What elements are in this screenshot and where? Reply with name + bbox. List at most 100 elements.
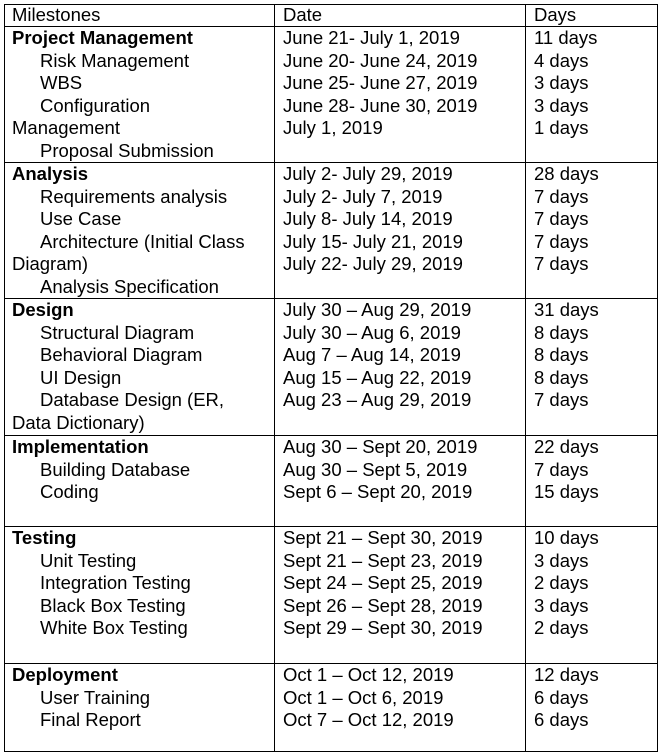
row-divider bbox=[4, 435, 658, 436]
days-cell: 11 days 4 days 3 days 3 days 1 days bbox=[534, 27, 652, 140]
milestone-text: Configuration bbox=[40, 94, 151, 116]
days-text: 7 days bbox=[534, 458, 589, 480]
date-text: Sept 26 – Sept 28, 2019 bbox=[283, 594, 483, 616]
days-text: 15 days bbox=[534, 481, 599, 503]
header-milestones: Milestones bbox=[12, 4, 101, 25]
milestone-text: Final Report bbox=[40, 709, 141, 731]
milestone-cell: Analysis Requirements analysis Use Case Arc… bbox=[12, 163, 274, 299]
days-text: 7 days bbox=[534, 389, 589, 411]
days-cell: 28 days 7 days 7 days 7 days 7 days bbox=[534, 163, 652, 276]
header-days: Days bbox=[534, 4, 577, 25]
date-cell: Aug 30 – Sept 20, 2019 Aug 30 – Sept 5, 2… bbox=[283, 436, 525, 504]
date-text: Sept 6 – Sept 20, 2019 bbox=[283, 481, 473, 503]
days-text: 1 days bbox=[534, 117, 589, 139]
date-cell: June 21- July 1, 2019 June 20- June 24, 2… bbox=[283, 27, 525, 140]
section-title: Implementation bbox=[12, 436, 149, 457]
milestone-text: Analysis Specification bbox=[40, 275, 219, 297]
days-text: 7 days bbox=[534, 230, 589, 252]
date-text: June 28- June 30, 2019 bbox=[283, 94, 478, 116]
days-text: 3 days bbox=[534, 72, 589, 94]
date-cell: Oct 1 – Oct 12, 2019 Oct 1 – Oct 6, 2019 O… bbox=[283, 664, 525, 732]
date-text: Aug 23 – Aug 29, 2019 bbox=[283, 389, 472, 411]
days-text: 2 days bbox=[534, 617, 589, 639]
milestone-text: White Box Testing bbox=[40, 617, 188, 639]
milestone-text: Integration Testing bbox=[40, 572, 191, 594]
days-text: 3 days bbox=[534, 94, 589, 116]
date-text: Sept 29 – Sept 30, 2019 bbox=[283, 617, 483, 639]
section-title: Project Management bbox=[12, 27, 193, 48]
date-text: July 2- July 29, 2019 bbox=[283, 163, 453, 184]
milestone-text: Coding bbox=[40, 481, 99, 503]
days-text: 3 days bbox=[534, 594, 589, 616]
milestone-text: WBS bbox=[40, 72, 83, 94]
table-border-right bbox=[657, 4, 658, 752]
date-text: July 30 – Aug 6, 2019 bbox=[283, 321, 461, 343]
days-text: 7 days bbox=[534, 185, 589, 207]
date-text: July 22- July 29, 2019 bbox=[283, 253, 463, 275]
days-text: 6 days bbox=[534, 686, 589, 708]
date-text: Aug 7 – Aug 14, 2019 bbox=[283, 344, 461, 366]
milestone-cell: Design Structural Diagram Behavioral Diagr… bbox=[12, 299, 274, 435]
date-text: Aug 30 – Sept 20, 2019 bbox=[283, 436, 478, 457]
milestone-cell: Project Management Risk Management WBS Conf… bbox=[12, 27, 274, 163]
row-divider bbox=[4, 526, 658, 527]
section-title: Testing bbox=[12, 527, 77, 548]
date-text: Oct 1 – Oct 6, 2019 bbox=[283, 686, 444, 708]
date-text: July 30 – Aug 29, 2019 bbox=[283, 299, 472, 320]
milestone-text: Proposal Submission bbox=[40, 139, 214, 161]
date-cell: July 30 – Aug 29, 2019 July 30 – Aug 6, 2… bbox=[283, 299, 525, 412]
days-text: 8 days bbox=[534, 344, 589, 366]
date-cell: Sept 21 – Sept 30, 2019 Sept 21 – Sept 23… bbox=[283, 527, 525, 640]
days-text: 8 days bbox=[534, 321, 589, 343]
date-text: July 15- July 21, 2019 bbox=[283, 230, 463, 252]
milestone-text: Architecture (Initial Class bbox=[40, 230, 245, 252]
date-text: June 21- July 1, 2019 bbox=[283, 27, 460, 48]
date-text: Oct 1 – Oct 12, 2019 bbox=[283, 664, 454, 685]
date-text: June 20- June 24, 2019 bbox=[283, 49, 478, 71]
milestone-text: Diagram) bbox=[12, 253, 89, 275]
days-cell: 10 days 3 days 2 days 3 days 2 days bbox=[534, 527, 652, 640]
milestones-table: Milestones Date Days Project Management R… bbox=[4, 4, 658, 752]
days-text: 2 days bbox=[534, 572, 589, 594]
milestone-text: Use Case bbox=[40, 208, 122, 230]
milestone-text: User Training bbox=[40, 686, 151, 708]
header-date: Date bbox=[283, 4, 323, 25]
milestone-text: Behavioral Diagram bbox=[40, 344, 203, 366]
row-divider bbox=[4, 663, 658, 664]
milestone-text: Data Dictionary) bbox=[12, 411, 145, 433]
days-text: 4 days bbox=[534, 49, 589, 71]
milestone-cell: Deployment User Training Final Report bbox=[12, 664, 274, 732]
days-text: 3 days bbox=[534, 549, 589, 571]
days-cell: 12 days 6 days 6 days bbox=[534, 664, 652, 732]
milestone-text: Building Database bbox=[40, 458, 191, 480]
days-text: 12 days bbox=[534, 664, 599, 685]
date-text: Oct 7 – Oct 12, 2019 bbox=[283, 709, 454, 731]
section-title: Analysis bbox=[12, 163, 89, 184]
days-text: 11 days bbox=[534, 27, 598, 48]
milestone-text: Management bbox=[12, 117, 120, 139]
milestone-text: Database Design (ER, bbox=[40, 389, 225, 411]
table-border-bottom bbox=[4, 751, 658, 752]
days-text: 7 days bbox=[534, 208, 589, 230]
milestone-text: UI Design bbox=[40, 366, 122, 388]
column-divider bbox=[525, 4, 526, 752]
section-title: Deployment bbox=[12, 664, 118, 685]
date-text: July 8- July 14, 2019 bbox=[283, 208, 453, 230]
date-text: Sept 21 – Sept 30, 2019 bbox=[283, 527, 483, 548]
days-text: 6 days bbox=[534, 709, 589, 731]
date-text: June 25- June 27, 2019 bbox=[283, 72, 478, 94]
days-cell: 22 days 7 days 15 days bbox=[534, 436, 652, 504]
days-text: 10 days bbox=[534, 527, 599, 548]
milestone-text: Risk Management bbox=[40, 49, 190, 71]
date-text: Sept 21 – Sept 23, 2019 bbox=[283, 549, 483, 571]
date-text: Aug 30 – Sept 5, 2019 bbox=[283, 458, 468, 480]
row-divider bbox=[4, 298, 658, 299]
date-cell: July 2- July 29, 2019 July 2- July 7, 201… bbox=[283, 163, 525, 276]
milestone-cell: Implementation Building Database Coding bbox=[12, 436, 274, 504]
table-border-top bbox=[4, 4, 658, 5]
days-text: 8 days bbox=[534, 366, 589, 388]
table-border-left bbox=[4, 4, 5, 752]
days-cell: 31 days 8 days 8 days 8 days 7 days bbox=[534, 299, 652, 412]
days-text: 22 days bbox=[534, 436, 599, 457]
row-divider bbox=[4, 162, 658, 163]
